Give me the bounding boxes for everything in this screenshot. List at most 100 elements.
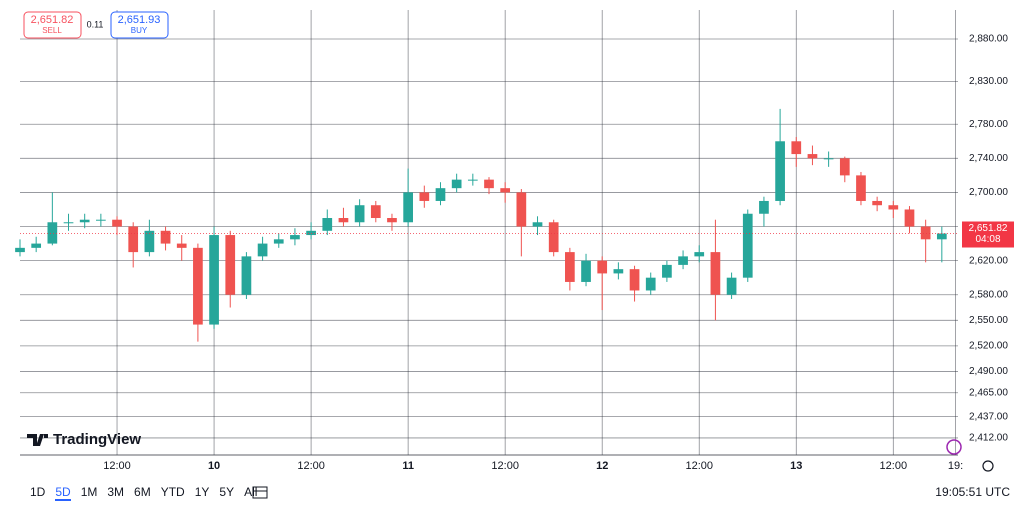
- y-tick-label: 2,880.00: [969, 34, 1008, 45]
- clock: 19:05:51 UTC: [935, 485, 1010, 499]
- alert-icon[interactable]: [946, 439, 962, 455]
- candle-body: [403, 192, 413, 223]
- candle-body: [241, 256, 252, 295]
- candle-body: [273, 239, 284, 244]
- candle-body: [419, 192, 430, 201]
- range-button[interactable]: All: [244, 485, 258, 499]
- candle-body: [791, 141, 802, 155]
- candle-body: [128, 226, 139, 253]
- candle-body: [662, 264, 672, 278]
- candle-body: [645, 277, 656, 291]
- candle-body: [872, 200, 882, 206]
- candle-body: [112, 219, 122, 227]
- last-price-tag: [962, 221, 1014, 248]
- candle-body: [516, 192, 527, 227]
- range-button[interactable]: 5Y: [219, 485, 235, 499]
- candle-body: [548, 222, 559, 253]
- toolbar: 19:05:51 UTC 1D 5D 1M 3M 6M YTD 1Y 5Y All: [0, 478, 1024, 505]
- buy-price: 2,651.93: [118, 14, 161, 26]
- sell-label: SELL: [42, 26, 62, 35]
- y-tick-label: 2,412.00: [969, 433, 1008, 444]
- candle-body: [920, 226, 931, 240]
- candle-body: [597, 260, 608, 274]
- candle-body: [936, 233, 947, 240]
- candle-body: [694, 252, 705, 257]
- candle-body: [581, 260, 591, 282]
- sell-price: 2,651.82: [31, 14, 74, 26]
- range-button[interactable]: 5D: [55, 485, 71, 501]
- candle-body: [565, 252, 575, 282]
- candle-body: [370, 205, 381, 219]
- range-button[interactable]: 1M: [80, 485, 98, 499]
- range-button[interactable]: 1Y: [194, 485, 210, 499]
- x-tick-label: 12:00: [297, 460, 325, 472]
- candle-body: [613, 269, 624, 274]
- candle-body: [710, 252, 721, 295]
- y-tick-label: 2,620.00: [969, 255, 1008, 266]
- logo-icon: [27, 434, 48, 446]
- candle-body: [532, 222, 543, 227]
- x-tick-label: 12:00: [685, 460, 713, 472]
- candle-body: [839, 158, 850, 176]
- y-tick-label: 2,780.00: [969, 119, 1008, 130]
- y-tick-label: 2,437.00: [969, 411, 1008, 422]
- candle-body: [726, 277, 737, 295]
- candle-body: [807, 154, 818, 159]
- candle-body: [759, 200, 769, 214]
- x-tick-label: 10: [208, 460, 220, 472]
- candle-body: [888, 205, 899, 210]
- countdown-label: 04:08: [975, 234, 1000, 245]
- y-tick-label: 2,520.00: [969, 341, 1008, 352]
- candle-body: [63, 222, 74, 224]
- candle-body: [775, 141, 785, 201]
- y-tick-label: 2,580.00: [969, 289, 1008, 300]
- x-tick-label: 12: [596, 460, 608, 472]
- y-tick-label: 2,700.00: [969, 187, 1008, 198]
- date-range-icon[interactable]: [252, 484, 270, 500]
- candle-body: [290, 235, 300, 240]
- range-button[interactable]: YTD: [160, 485, 185, 499]
- range-button[interactable]: 1D: [30, 485, 46, 499]
- x-tick-label: 11: [402, 460, 414, 472]
- candle-body: [387, 218, 397, 223]
- candle-body: [904, 209, 915, 227]
- candle-body: [678, 256, 688, 265]
- last-price-label: 2,651.82: [969, 223, 1008, 234]
- x-tick-label: 12:00: [103, 460, 131, 472]
- candle-body: [193, 247, 203, 325]
- candle-body: [435, 188, 446, 201]
- x-tick-label: 19:: [948, 460, 963, 472]
- y-tick-label: 2,740.00: [969, 153, 1008, 164]
- candle-body: [209, 235, 219, 325]
- logo: TradingView: [27, 431, 141, 448]
- x-tick-label: 12:00: [491, 460, 519, 472]
- candle-body: [176, 243, 187, 248]
- candle-body: [338, 218, 349, 223]
- range-button[interactable]: 3M: [107, 485, 125, 499]
- y-tick-label: 2,490.00: [969, 366, 1008, 377]
- range-button[interactable]: 6M: [134, 485, 151, 499]
- y-tick-label: 2,465.00: [969, 387, 1008, 398]
- candle-body: [257, 243, 268, 257]
- x-tick-label: 12:00: [880, 460, 908, 472]
- candle-body: [856, 175, 866, 201]
- spread: 0.11: [87, 19, 104, 29]
- y-tick-label: 2,830.00: [969, 76, 1008, 87]
- candle-body: [79, 219, 90, 223]
- candle-body: [629, 269, 640, 291]
- settings-icon[interactable]: [982, 460, 994, 472]
- buy-button[interactable]: [110, 11, 169, 39]
- x-tick-label: 13: [790, 460, 802, 472]
- trade-buttons: 2,651.82 SELL 0.11 2,651.93 BUY: [23, 11, 169, 39]
- candle-body: [96, 219, 106, 221]
- sell-button[interactable]: [23, 11, 82, 39]
- candle-body: [31, 243, 42, 248]
- candle-body: [354, 205, 365, 223]
- chart: 2,880.00 2,830.00 2,780.00 2,740.00 2,700.00…: [15, 10, 1014, 472]
- logo-text: TradingView: [53, 431, 141, 448]
- candle-body: [225, 235, 236, 295]
- candle-body: [500, 188, 511, 193]
- y-tick-label: 2,550.00: [969, 315, 1008, 326]
- candle-body: [823, 158, 834, 160]
